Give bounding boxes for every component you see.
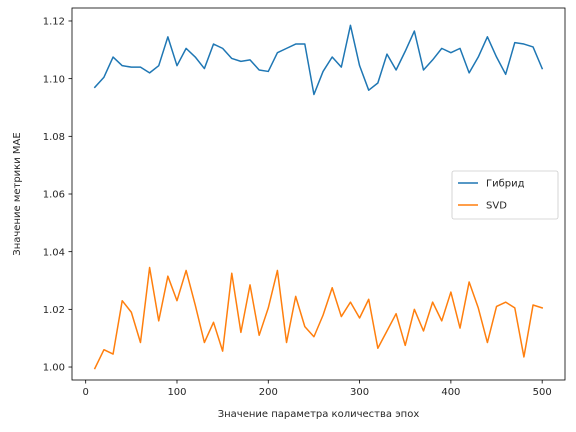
series-line-2 xyxy=(93,266,544,370)
x-tick-label: 100 xyxy=(167,387,186,398)
y-tick-label: 1.00 xyxy=(43,363,65,374)
x-tick-label: 200 xyxy=(259,387,278,398)
x-tick-label: 400 xyxy=(441,387,460,398)
x-axis: 0 100 200 300 400 500 xyxy=(83,380,552,398)
x-tick-label: 300 xyxy=(350,387,369,398)
x-tick-label: 500 xyxy=(533,387,552,398)
legend: Гибрид SVD xyxy=(451,170,559,220)
legend-label-1: Гибрид xyxy=(486,179,525,190)
series-line-1 xyxy=(93,24,544,96)
legend-box xyxy=(451,170,559,220)
y-tick-label: 1.10 xyxy=(43,74,65,85)
y-tick-label: 1.06 xyxy=(43,190,65,201)
x-axis-label: Значение параметра количества эпох xyxy=(218,409,420,420)
x-tick-label: 0 xyxy=(83,387,89,398)
y-tick-label: 1.04 xyxy=(43,247,65,258)
y-tick-label: 1.08 xyxy=(43,132,65,143)
series-layer xyxy=(93,24,544,370)
y-tick-label: 1.02 xyxy=(43,305,65,316)
legend-label-2: SVD xyxy=(486,201,507,212)
y-tick-label: 1.12 xyxy=(43,17,65,28)
y-axis-label: Значение метрики MAE xyxy=(12,132,23,255)
y-axis: 1.00 1.02 1.04 1.06 1.08 1.10 1.12 xyxy=(43,17,72,374)
